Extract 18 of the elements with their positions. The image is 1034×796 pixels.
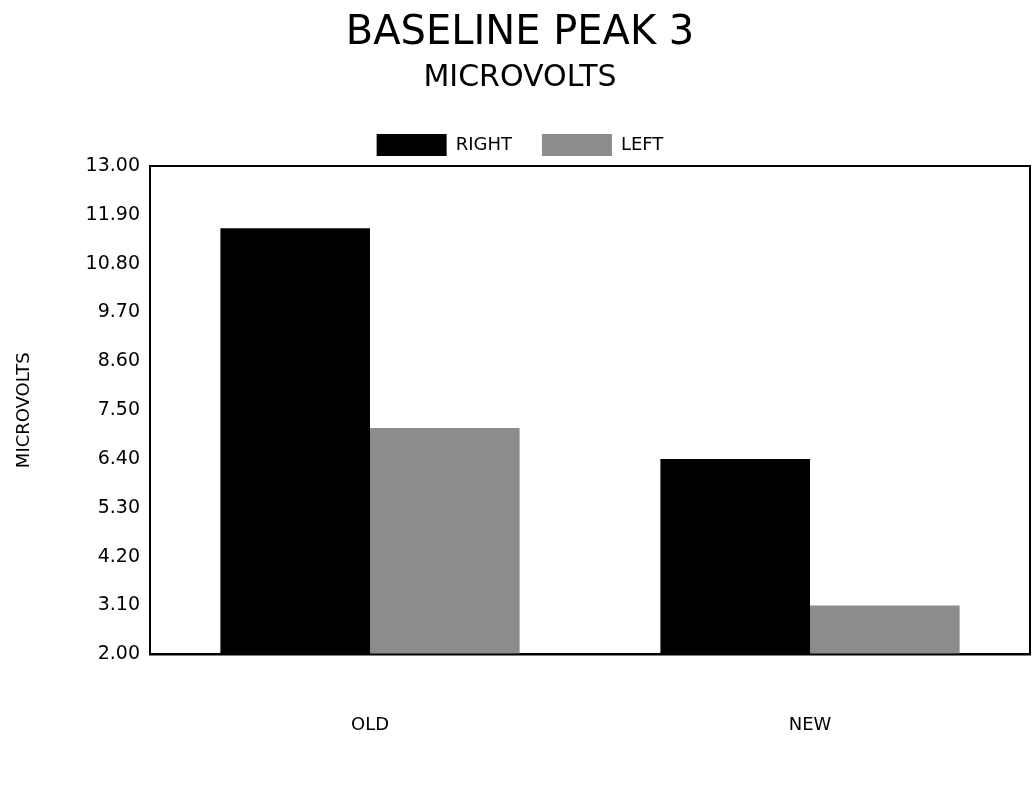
y-tick-label: 3.10 bbox=[97, 592, 140, 615]
y-tick-label: 11.90 bbox=[85, 201, 140, 224]
x-tick-label: OLD bbox=[350, 712, 390, 734]
y-axis-title: MICROVOLTS bbox=[12, 352, 34, 469]
y-tick-label: 2.00 bbox=[97, 641, 140, 664]
y-tick-label: 7.50 bbox=[97, 397, 140, 420]
y-tick-label: 9.70 bbox=[97, 299, 140, 322]
x-tick-label: NEW bbox=[788, 712, 832, 734]
chart-subtitle: MICROVOLTS bbox=[423, 57, 617, 93]
y-tick-label: 10.80 bbox=[85, 250, 140, 273]
y-tick-label: 6.40 bbox=[97, 445, 140, 468]
y-tick-label: 4.20 bbox=[97, 543, 140, 566]
y-tick-label: 5.30 bbox=[97, 494, 140, 517]
legend-label: LEFT bbox=[620, 132, 665, 154]
chart-title: BASELINE PEAK 3 bbox=[345, 7, 695, 54]
legend-label: RIGHT bbox=[455, 132, 513, 154]
y-tick-label: 8.60 bbox=[97, 348, 140, 371]
y-tick-label: 13.00 bbox=[85, 152, 140, 175]
